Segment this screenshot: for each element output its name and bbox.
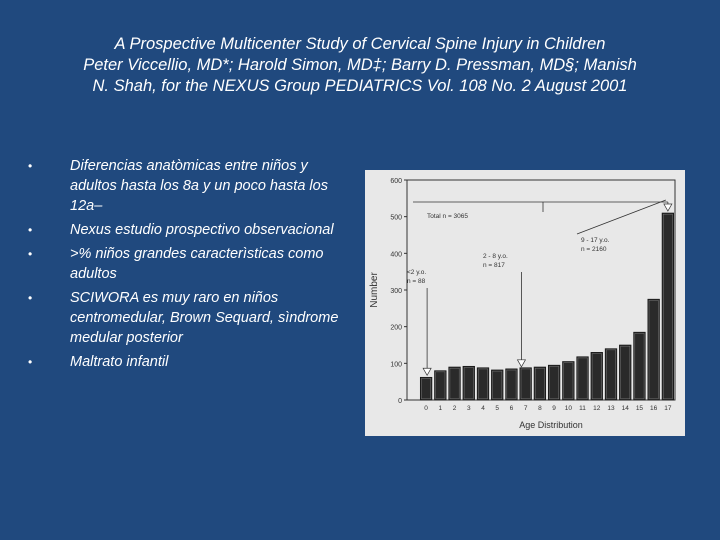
x-axis-label: Age Distribution [519, 420, 583, 430]
age9to17-label: 9 - 17 y.o. [581, 237, 610, 244]
bar-12 [590, 352, 603, 401]
bar-highlight [634, 333, 645, 400]
bullet-item: • Diferencias anatòmicas entre niños y ad… [28, 156, 358, 216]
bar-13 [604, 348, 618, 401]
bar-highlight [463, 367, 474, 400]
x-tick-label: 2 [453, 405, 457, 412]
x-tick-label: 15 [636, 405, 644, 412]
bullet-item: • Nexus estudio prospectivo observacional [28, 220, 358, 240]
bar-highlight [492, 370, 503, 400]
y-tick-label: 500 [390, 215, 402, 222]
bullet-dot-icon: • [28, 247, 33, 261]
bar-highlight [535, 367, 545, 400]
arrow-head-icon [422, 367, 432, 376]
age9to17-count: n = 2160 [581, 246, 607, 253]
age-distribution-chart: 0 100 200 300 400 500 600 Number 0 1 2 3 4 5 6 7 8 9 10 11 1… [365, 170, 685, 436]
bullet-text: Nexus estudio prospectivo observacional [70, 222, 334, 238]
x-tick-label: 4 [481, 405, 485, 412]
bullet-dot-icon: • [28, 159, 33, 173]
bar-6 [505, 368, 518, 401]
bullet-list: • Diferencias anatòmicas entre niños y ad… [28, 156, 358, 376]
bar-14 [619, 344, 632, 401]
x-tick-label: 8 [538, 405, 542, 412]
bar-5 [491, 369, 504, 401]
bar-highlight [421, 378, 431, 400]
bar-7 [519, 367, 532, 401]
age2to8-label: 2 - 8 y.o. [483, 253, 508, 260]
bar-highlight [449, 367, 460, 400]
bar-9 [547, 364, 561, 401]
bullet-text: >% niños grandes caracterìsticas como ad… [70, 246, 324, 282]
bar-highlight [506, 369, 517, 400]
bullet-item: • SCIWORA es muy raro en niños centromedu… [28, 288, 358, 348]
bar-highlight [606, 349, 616, 400]
y-tick-label: 200 [390, 325, 402, 332]
total-annotation: Total n = 3065 [427, 213, 468, 220]
bar-1 [434, 370, 447, 401]
bar-highlight [577, 357, 588, 400]
x-tick-label: 14 [622, 405, 630, 412]
x-tick-label: 7 [524, 405, 528, 412]
bar-2 [448, 366, 461, 401]
x-tick-label: 5 [495, 405, 499, 412]
y-tick-label: 400 [390, 251, 402, 258]
bullet-text: SCIWORA es muy raro en niños centromedul… [70, 290, 339, 346]
title-line-1: A Prospective Multicenter Study of Cervi… [114, 35, 606, 53]
bullet-dot-icon: • [28, 223, 33, 237]
bar-15 [633, 331, 646, 401]
bar-highlight [591, 353, 602, 400]
age2to8-count: n = 817 [483, 262, 505, 269]
bullet-dot-icon: • [28, 291, 33, 305]
bar-highlight [620, 345, 631, 400]
bar-16 [647, 298, 660, 401]
x-tick-label: 0 [424, 405, 428, 412]
bar-0 [419, 376, 433, 401]
slide-title: A Prospective Multicenter Study of Cervi… [20, 34, 700, 97]
x-tick-label: 6 [510, 405, 514, 412]
bar-highlight [648, 300, 659, 400]
x-tick-label: 13 [607, 405, 615, 412]
bullet-text: Diferencias anatòmicas entre niños y adu… [70, 158, 328, 214]
bar-highlight [563, 362, 574, 400]
age9to17-pointer [576, 199, 667, 235]
bar-11 [576, 356, 589, 401]
bar-highlight [549, 366, 559, 400]
x-tick-label: 11 [579, 405, 586, 412]
bullet-item: • >% niños grandes caracterìsticas como a… [28, 244, 358, 284]
x-tick-label: 1 [439, 405, 443, 412]
bullet-dot-icon: • [28, 355, 33, 369]
bar-8 [533, 366, 547, 401]
title-line-2: Peter Viccellio, MD*; Harold Simon, MD‡;… [83, 56, 637, 74]
bar-4 [476, 367, 490, 401]
x-tick-label: 9 [552, 405, 556, 412]
bullet-item: • Maltrato infantil [28, 352, 358, 372]
bar-10 [562, 361, 575, 401]
under2-count: n = 88 [407, 278, 426, 285]
bar-17 [661, 212, 675, 401]
x-tick-label: 16 [650, 405, 658, 412]
bar-highlight [663, 213, 673, 400]
bar-highlight [435, 371, 446, 400]
y-tick-label: 600 [390, 178, 402, 185]
y-tick-label: 300 [390, 288, 402, 295]
arrow-head-icon [516, 359, 527, 368]
arrow-head-icon [663, 203, 673, 212]
x-tick-label: 12 [593, 405, 601, 412]
bar-highlight [520, 368, 531, 400]
x-tick-label: 3 [467, 405, 471, 412]
bullet-text: Maltrato infantil [70, 354, 169, 370]
x-tick-label: 17 [664, 405, 672, 412]
under2-label: <2 y.o. [407, 269, 426, 276]
x-tick-label: 10 [565, 405, 573, 412]
y-axis-label: Number [369, 272, 380, 308]
y-tick-label: 0 [398, 398, 402, 405]
title-line-3: N. Shah, for the NEXUS Group PEDIATRICS … [92, 77, 628, 95]
bar-highlight [478, 368, 488, 400]
y-tick-label: 100 [390, 361, 402, 368]
bar-3 [462, 365, 475, 401]
